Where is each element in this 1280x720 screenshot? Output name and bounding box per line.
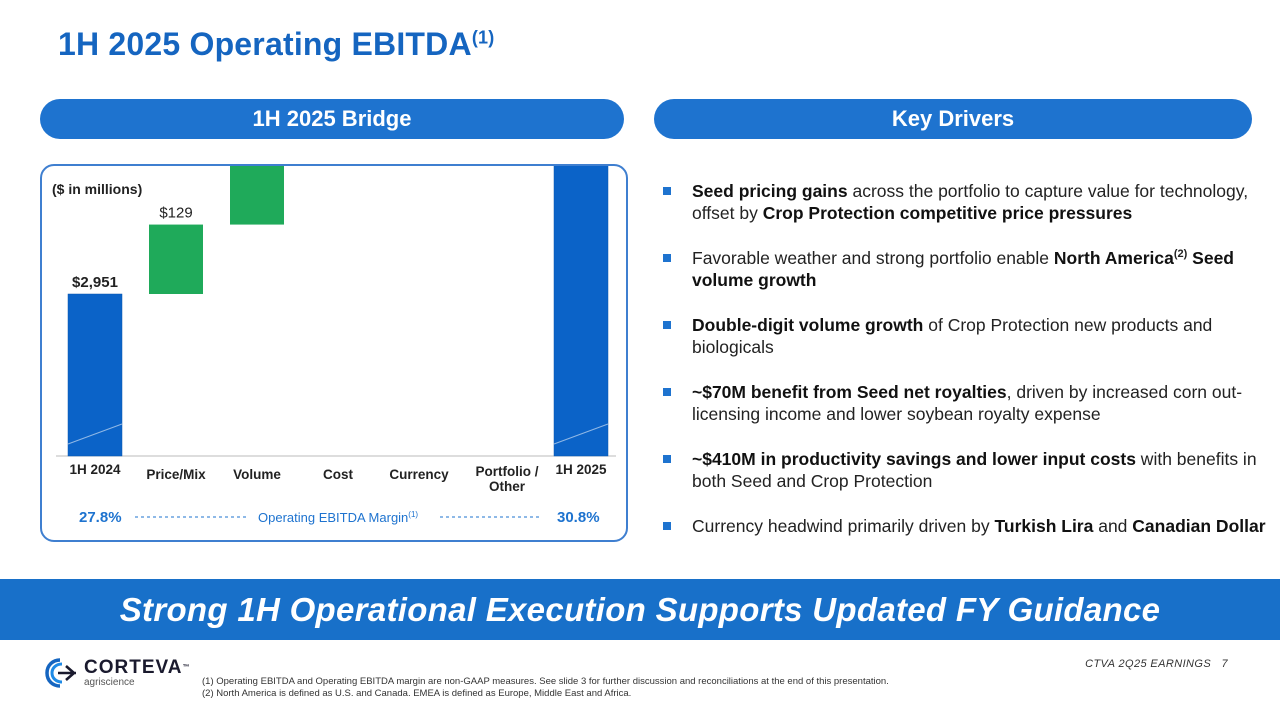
logo-sub: agriscience — [84, 676, 135, 688]
driver-text: of Crop Protection new products and biol… — [692, 315, 1213, 357]
category-label: Portfolio / Other — [476, 464, 539, 494]
category-label: Price/Mix — [146, 467, 206, 482]
margin-label: Operating EBITDA Margin(1) — [258, 510, 418, 525]
category-label: Currency — [389, 467, 449, 482]
waterfall-bar — [230, 166, 284, 225]
key-drivers-list: Seed pricing gains across the portfolio … — [662, 180, 1266, 560]
driver-item: Currency headwind primarily driven by Tu… — [662, 515, 1266, 537]
waterfall-bar — [553, 166, 609, 457]
driver-text: and — [1093, 516, 1133, 536]
waterfall-bar — [67, 293, 123, 457]
page-number: 7 — [1221, 658, 1228, 670]
driver-text: North America — [1053, 248, 1174, 268]
driver-text: with benefits in both Seed and Crop Prot… — [692, 449, 1257, 491]
category-label: Volume — [233, 467, 281, 482]
bridge-header: 1H 2025 Bridge — [40, 99, 624, 139]
driver-text: Canadian Dollar — [1132, 516, 1266, 536]
waterfall-chart: ($ in millions) $2,951 1H 2024 $129 Price/Mi… — [52, 166, 616, 526]
driver-text: across the portfolio to capture value fo… — [692, 181, 1249, 223]
footer-tag: CTVA 2Q25 EARNINGS 7 — [1085, 658, 1228, 670]
logo-name: CORTEVA — [84, 656, 183, 678]
footnote-1: (1) Operating EBITDA and Operating EBITD… — [202, 676, 889, 687]
driver-item: ~$410M in productivity savings and lower… — [662, 448, 1266, 492]
bar-sheen-line — [67, 423, 123, 445]
driver-text: Favorable weather and strong portfolio e… — [692, 248, 1054, 268]
category-label: Cost — [323, 467, 354, 482]
driver-text: Seed volume growth — [692, 248, 1234, 290]
corteva-logo: CORTEVA™ agriscience — [44, 658, 189, 688]
driver-text: (2) — [1173, 248, 1188, 261]
logo-tm: ™ — [182, 663, 190, 671]
footer-tag-text: CTVA 2Q25 EARNINGS — [1085, 658, 1212, 670]
key-drivers-header: Key Drivers — [654, 99, 1252, 139]
driver-text: ~$410M in productivity savings and lower… — [692, 449, 1136, 469]
value-label: $2,951 — [72, 274, 118, 291]
driver-text: Turkish Lira — [994, 516, 1094, 536]
driver-item: Double-digit volume growth of Crop Prote… — [662, 314, 1266, 358]
driver-text: Currency headwind primarily driven by — [692, 516, 995, 536]
driver-item: Favorable weather and strong portfolio e… — [662, 247, 1266, 291]
driver-item: Seed pricing gains across the portfolio … — [662, 180, 1266, 224]
driver-text: Seed pricing gains — [692, 181, 848, 201]
corteva-logo-icon — [45, 658, 76, 688]
bar-sheen-line — [553, 423, 609, 445]
footnotes: (1) Operating EBITDA and Operating EBITD… — [202, 676, 889, 700]
footnote-2: (2) North America is defined as U.S. and… — [202, 688, 632, 699]
category-label: 1H 2024 — [69, 462, 121, 477]
value-label: $129 — [159, 205, 192, 222]
takeaway-banner: Strong 1H Operational Execution Supports… — [0, 579, 1280, 640]
driver-item: ~$70M benefit from Seed net royalties, d… — [662, 381, 1266, 425]
driver-text: ~$70M benefit from Seed net royalties — [692, 382, 1007, 402]
driver-text: Crop Protection competitive price pressu… — [762, 203, 1133, 223]
banner-text: Strong 1H Operational Execution Supports… — [119, 590, 1161, 628]
page-title: 1H 2025 Operating EBITDA(1) — [58, 26, 495, 62]
waterfall-bar — [149, 224, 203, 294]
margin-start-value: 27.8% — [79, 509, 122, 526]
driver-text: , driven by increased corn out-licensing… — [692, 382, 1243, 424]
margin-end-value: 30.8% — [557, 509, 600, 526]
driver-text: Double-digit volume growth — [692, 315, 924, 335]
units-label: ($ in millions) — [52, 181, 142, 197]
category-label: 1H 2025 — [555, 462, 607, 477]
bridge-chart-panel: ($ in millions) $2,951 1H 2024 $129 Price/Mi… — [40, 164, 628, 542]
